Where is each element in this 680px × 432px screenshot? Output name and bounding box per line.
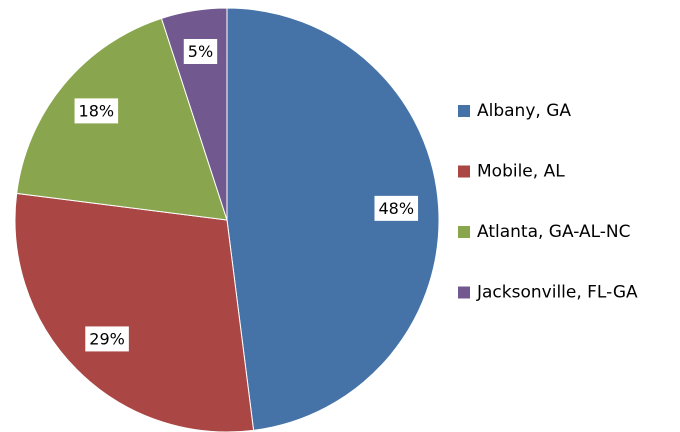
legend-label: Atlanta, GA-AL-NC — [477, 222, 631, 242]
data-label-text: 18% — [79, 101, 115, 120]
legend-swatch — [458, 286, 470, 299]
data-label-text: 48% — [378, 199, 414, 218]
legend-label: Mobile, AL — [477, 162, 565, 182]
data-label-box — [74, 98, 119, 124]
data-label-box — [183, 38, 218, 64]
data-label: 5% — [183, 38, 218, 64]
data-label-box — [85, 326, 129, 352]
legend-swatch — [458, 105, 470, 117]
data-label: 29% — [85, 326, 129, 352]
legend-label: Albany, GA — [477, 101, 571, 121]
pie-slice — [16, 17, 228, 221]
legend-swatch — [458, 165, 470, 178]
data-label: 18% — [74, 98, 119, 124]
legend-swatch — [458, 226, 470, 238]
pie-slice — [226, 7, 440, 431]
data-label-box — [374, 195, 419, 221]
data-label-text: 29% — [89, 329, 125, 348]
data-label-text: 5% — [188, 42, 213, 61]
legend-label: Jacksonville, FL-GA — [476, 283, 638, 303]
pie-slice — [14, 192, 255, 432]
data-label: 48% — [374, 195, 419, 221]
